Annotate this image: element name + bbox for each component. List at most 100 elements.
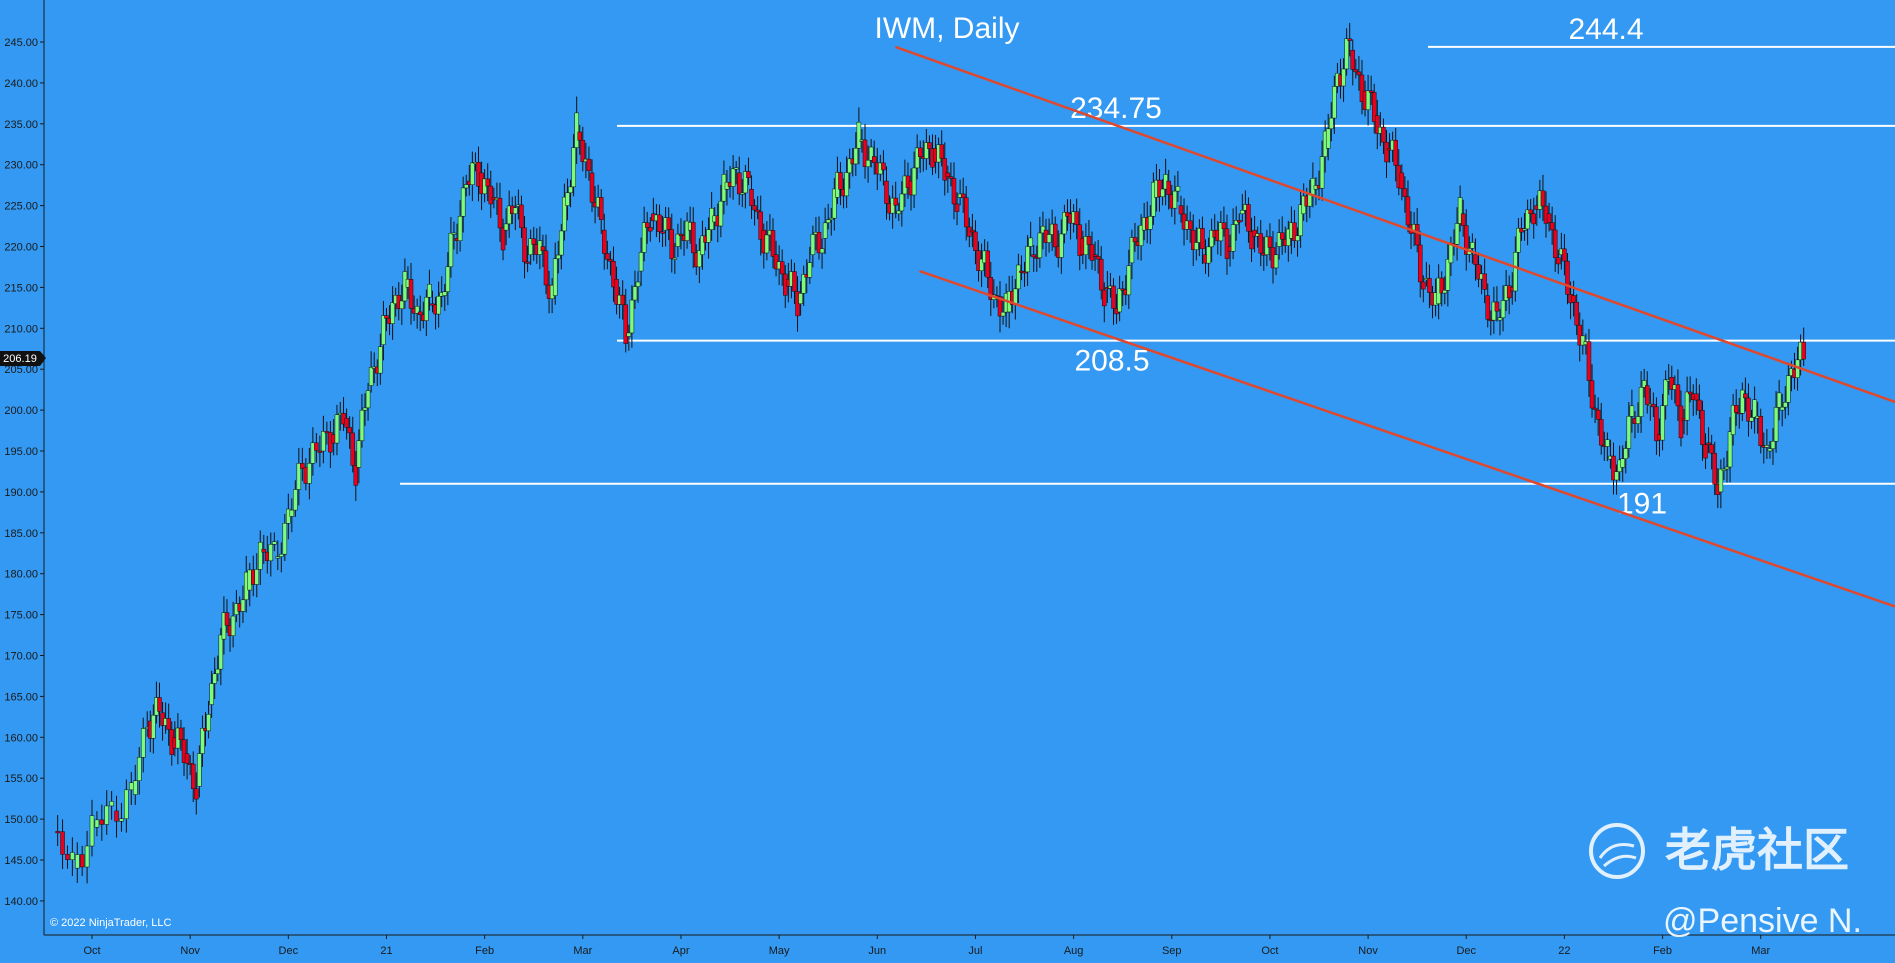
candle-up xyxy=(1230,224,1236,252)
candle-up xyxy=(1194,242,1199,250)
y-tick-label: 180.00 xyxy=(4,569,38,581)
candle-down xyxy=(1237,220,1242,223)
candle-up xyxy=(427,284,432,298)
candle-down xyxy=(1375,115,1380,134)
candle-up xyxy=(414,306,420,314)
candle-up xyxy=(451,232,457,235)
candle-up xyxy=(197,753,202,787)
candle-down xyxy=(1052,223,1058,248)
candle-up xyxy=(1240,210,1245,215)
candle-down xyxy=(1586,341,1592,381)
candle-up xyxy=(911,167,917,196)
candle-up xyxy=(740,192,745,195)
level-label: 244.4 xyxy=(1568,13,1643,46)
candle-up xyxy=(1629,405,1635,417)
candle-up xyxy=(133,780,138,795)
candle-down xyxy=(1598,419,1604,446)
y-tick-label: 150.00 xyxy=(4,814,38,826)
candle-up xyxy=(1770,441,1776,449)
candle-down xyxy=(1687,391,1693,395)
candle-up xyxy=(1663,379,1668,406)
x-tick-label: Aug xyxy=(1064,945,1084,957)
candle-up xyxy=(1172,190,1178,209)
last-price-label: 206.19 xyxy=(3,353,37,365)
candle-up xyxy=(368,367,374,386)
candle-up xyxy=(1749,417,1754,422)
candle-down xyxy=(985,250,990,278)
candle-up xyxy=(684,220,690,241)
candle-down xyxy=(1565,260,1570,295)
candle-up xyxy=(1148,216,1153,230)
y-tick-label: 235.00 xyxy=(4,119,38,131)
candle-down xyxy=(500,227,506,251)
author-handle: @Pensive N. xyxy=(1663,902,1862,940)
candle-up xyxy=(212,673,217,684)
candle-down xyxy=(1166,180,1171,195)
candle-up xyxy=(1605,439,1610,447)
candle-up xyxy=(1626,416,1632,449)
candle-up xyxy=(1138,225,1144,246)
candle-up xyxy=(1028,237,1033,247)
candle-down xyxy=(755,209,760,213)
candle-down xyxy=(1540,190,1546,207)
candle-up xyxy=(1779,406,1785,411)
candle-down xyxy=(166,718,171,730)
candle-up xyxy=(1276,232,1282,247)
candle-up xyxy=(129,782,134,791)
candle-up xyxy=(1117,288,1122,313)
candle-down xyxy=(988,277,994,300)
candle-down xyxy=(970,229,975,233)
candle-up xyxy=(574,112,579,148)
candle-down xyxy=(1546,213,1552,223)
candle-down xyxy=(736,172,742,195)
candle-up xyxy=(556,254,561,260)
y-tick-label: 215.00 xyxy=(4,282,38,294)
candle-down xyxy=(1556,257,1561,265)
x-tick-label: May xyxy=(769,945,790,957)
candle-up xyxy=(1448,243,1454,264)
candle-up xyxy=(1513,252,1518,292)
candle-up xyxy=(378,346,383,374)
y-tick-label: 200.00 xyxy=(4,405,38,417)
candle-down xyxy=(1611,455,1616,481)
y-tick-label: 165.00 xyxy=(4,691,38,703)
candle-up xyxy=(1307,194,1313,207)
candle-down xyxy=(1258,233,1263,254)
candle-down xyxy=(1801,341,1806,360)
candle-down xyxy=(184,753,190,764)
candle-up xyxy=(1767,448,1773,452)
candle-up xyxy=(457,215,463,241)
candle-up xyxy=(258,541,263,570)
candle-down xyxy=(623,304,628,344)
candle-down xyxy=(752,205,757,211)
candle-up xyxy=(629,299,635,334)
candle-down xyxy=(519,204,524,229)
candle-down xyxy=(951,178,957,205)
candle-up xyxy=(1457,197,1463,224)
watermark-logo-icon xyxy=(1589,823,1645,879)
candle-up xyxy=(675,233,681,247)
candle-down xyxy=(181,739,187,763)
candle-down xyxy=(942,158,948,181)
candle-down xyxy=(881,162,886,171)
candle-down xyxy=(1589,380,1595,409)
candle-down xyxy=(261,548,267,553)
y-tick-label: 205.00 xyxy=(4,364,38,376)
candle-up xyxy=(1329,117,1334,130)
candle-up xyxy=(822,222,828,239)
candle-up xyxy=(807,262,813,278)
copyright-text: © 2022 NinjaTrader, LLC xyxy=(50,917,171,929)
candle-down xyxy=(1414,224,1420,246)
candle-down xyxy=(65,854,70,860)
candle-up xyxy=(979,258,984,271)
candle-down xyxy=(580,140,586,163)
candle-up xyxy=(200,728,205,754)
candle-down xyxy=(114,810,119,822)
candle-up xyxy=(798,293,803,305)
candle-down xyxy=(1562,248,1567,262)
candle-down xyxy=(1098,258,1104,291)
candle-up xyxy=(672,257,678,260)
candle-down xyxy=(417,311,423,316)
candle-up xyxy=(1580,335,1586,346)
candle-down xyxy=(1427,278,1432,293)
